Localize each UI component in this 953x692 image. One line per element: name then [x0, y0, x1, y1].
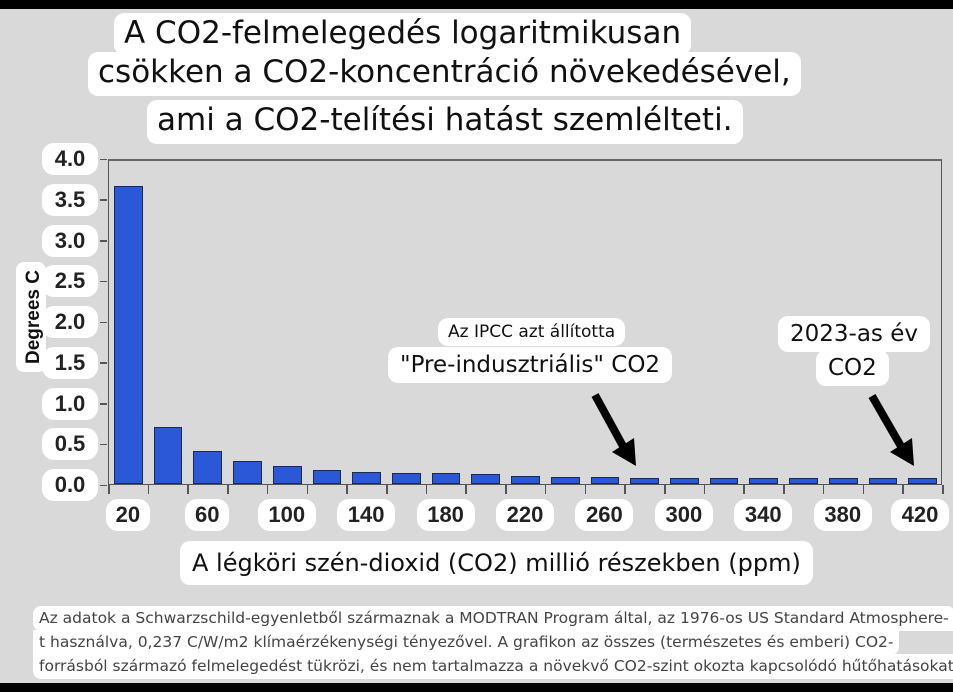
x-tick-label: 340 — [734, 499, 793, 531]
x-tick — [108, 485, 110, 494]
footer-line-3: forrásból származó felmelegedést tükrözi… — [33, 654, 953, 679]
annotation-2023-co2: CO2 — [816, 350, 889, 386]
bar-280ppm — [630, 477, 659, 484]
bar-140ppm — [352, 471, 381, 484]
y-tick — [100, 240, 107, 242]
bar-340ppm — [749, 478, 779, 484]
y-tick — [100, 199, 107, 201]
bar-320ppm — [709, 477, 739, 484]
footer-line-1: Az adatok a Schwarzschild-egyenletből sz… — [33, 606, 953, 631]
bar-180ppm — [431, 473, 461, 484]
x-axis-title: A légköri szén-dioxid (CO2) millió része… — [180, 541, 813, 585]
x-tick — [505, 485, 507, 494]
title-line-1: A CO2-felmelegedés logaritmikusan — [114, 13, 692, 55]
x-tick-label: 380 — [813, 499, 872, 531]
x-tick-label: 100 — [257, 499, 316, 531]
x-tick — [187, 485, 189, 494]
x-tick — [266, 485, 269, 494]
x-tick — [783, 485, 785, 494]
y-tick — [100, 280, 107, 283]
bottom-black-bar — [0, 683, 953, 692]
y-tick — [100, 362, 107, 364]
bar-40ppm — [153, 426, 183, 484]
x-tick — [703, 485, 706, 494]
x-tick-label: 220 — [496, 499, 554, 531]
y-tick — [100, 403, 107, 405]
x-tick — [386, 485, 388, 494]
x-tick — [902, 485, 904, 494]
bar-60ppm — [193, 450, 223, 484]
annotation-2023-year: 2023-as év — [778, 316, 930, 352]
x-tick — [862, 485, 865, 494]
y-tick — [100, 158, 107, 160]
bar-120ppm — [312, 470, 342, 484]
x-tick — [942, 485, 944, 494]
footer-line-2: t használva, 0,237 C/W/m2 klímaérzékenys… — [33, 630, 900, 655]
bar-200ppm — [471, 474, 501, 484]
y-tick-label: 2.5 — [42, 265, 98, 298]
x-tick-label: 260 — [575, 499, 634, 531]
bar-300ppm — [670, 477, 699, 484]
x-tick-label: 300 — [654, 499, 713, 531]
bar-240ppm — [550, 476, 580, 484]
arrow-icon-preindustrial — [591, 393, 636, 466]
x-tick-label: 20 — [105, 499, 150, 531]
bar-260ppm — [590, 476, 620, 484]
y-axis-title-bg — [16, 262, 46, 372]
arrow-icon-2023 — [868, 394, 914, 466]
y-tick-label: 4.0 — [42, 143, 98, 175]
y-tick-label: 1.5 — [42, 346, 98, 379]
y-tick — [100, 443, 107, 446]
x-tick-label: 180 — [416, 499, 475, 531]
bar-400ppm — [868, 478, 898, 484]
x-tick — [544, 485, 547, 494]
bar-420ppm — [908, 478, 937, 484]
y-tick-label: 0.5 — [42, 428, 98, 461]
bar-160ppm — [392, 473, 421, 484]
plot-area — [108, 159, 942, 485]
x-tick — [306, 485, 309, 494]
title-line-2: csökken a CO2-koncentráció növekedésével… — [88, 52, 801, 96]
x-tick-label: 140 — [337, 499, 396, 531]
x-tick — [465, 485, 467, 494]
y-tick-label: 1.0 — [42, 387, 98, 420]
y-tick — [100, 321, 107, 323]
x-tick — [624, 485, 626, 494]
annotation-ipcc-claim: Az IPCC azt állította — [438, 318, 626, 346]
x-tick — [584, 485, 587, 494]
x-tick — [664, 485, 666, 494]
bar-80ppm — [233, 461, 262, 484]
bar-380ppm — [828, 478, 858, 484]
bar-20ppm — [114, 185, 143, 484]
x-tick — [346, 485, 348, 494]
title-line-3: ami a CO2-telítési hatást szemlélteti. — [147, 100, 743, 144]
y-tick-label: 2.0 — [42, 306, 98, 338]
top-black-bar — [0, 0, 953, 9]
x-tick — [743, 485, 745, 494]
y-tick-label: 3.0 — [42, 224, 98, 257]
bar-220ppm — [511, 475, 540, 484]
x-tick — [425, 485, 428, 494]
bar-360ppm — [789, 478, 818, 484]
annotation-preindustrial-co2: "Pre-indusztriális" CO2 — [388, 347, 673, 383]
x-tick — [147, 485, 150, 494]
bar-100ppm — [272, 466, 302, 484]
x-tick — [227, 485, 229, 494]
y-tick-label: 0.0 — [42, 469, 98, 501]
x-tick — [822, 485, 825, 494]
x-tick-label: 60 — [185, 499, 230, 531]
x-tick-label: 420 — [891, 499, 949, 531]
y-tick-label: 3.5 — [42, 183, 98, 216]
y-tick — [100, 484, 107, 486]
